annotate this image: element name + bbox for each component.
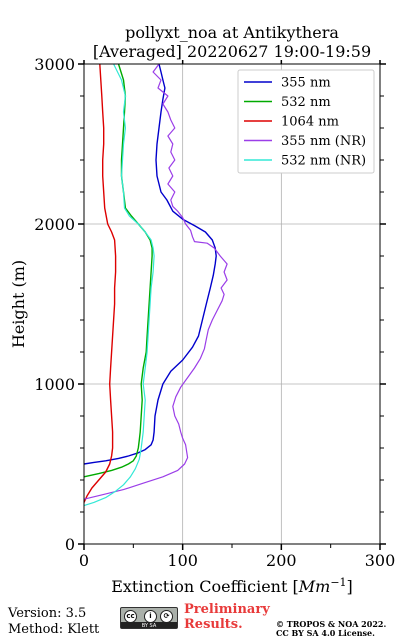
legend-label-4: 532 nm (NR) <box>281 154 366 169</box>
extinction-profile-figure: pollyxt_noa at Antikythera [Averaged] 20… <box>9 23 395 597</box>
cc-badge-label: BY SA <box>141 623 157 629</box>
sa-icon: ⟳ <box>160 610 173 623</box>
chart-title-line-1: pollyxt_noa at Antikythera <box>125 23 339 42</box>
legend-label-2: 1064 nm <box>281 115 339 130</box>
x-tick-label-100: 100 <box>167 551 198 570</box>
version-text: Version: 3.5 <box>8 606 87 621</box>
x-tick-label-300: 300 <box>365 551 396 570</box>
legend-box <box>237 69 375 174</box>
chart-title-line-2: [Averaged] 20220627 19:00-19:59 <box>93 42 371 61</box>
copyright-line-2: CC BY SA 4.0 License. <box>276 628 375 638</box>
series-line-0 <box>83 63 217 465</box>
data-series <box>83 63 228 507</box>
x-axis-label-text: Extinction Coefficient [ <box>111 577 299 596</box>
x-axis-label-exponent: −1 <box>330 576 346 589</box>
legend-label-0: 355 nm <box>281 76 331 91</box>
y-tick-label-0: 0 <box>65 535 75 554</box>
by-icon: i <box>144 610 157 623</box>
copyright-notice: © TROPOS & NOA 2022. CC BY SA 4.0 Licens… <box>276 620 386 638</box>
x-tick-label-200: 200 <box>266 551 297 570</box>
cc-license-badge: cc i ⟳ BY SA <box>120 607 178 629</box>
x-tick-label-0: 0 <box>79 551 89 570</box>
y-tick-label-3000: 3000 <box>34 55 75 74</box>
series-line-2 <box>83 63 117 503</box>
y-tick-label-1000: 1000 <box>34 375 75 394</box>
version-info: Version: 3.5 Method: Klett <box>8 606 99 638</box>
y-tick-label-2000: 2000 <box>34 215 75 234</box>
copyright-line-1: © TROPOS & NOA 2022. <box>276 619 387 629</box>
series-line-1 <box>83 63 153 478</box>
x-axis-label: Extinction Coefficient [Mm−1] <box>111 576 353 597</box>
preliminary-line-2: Results. <box>184 617 243 632</box>
preliminary-line-1: Preliminary <box>184 602 270 617</box>
x-axis-label-unit: Mm <box>298 577 331 596</box>
series-line-3 <box>83 63 228 500</box>
preliminary-results-note: Preliminary Results. <box>184 602 270 632</box>
x-axis-label-close: ] <box>347 577 353 596</box>
method-text: Method: Klett <box>8 622 100 637</box>
cc-icon: cc <box>124 610 137 623</box>
legend-label-1: 532 nm <box>281 95 331 110</box>
legend-label-3: 355 nm (NR) <box>281 134 366 149</box>
legend: 355 nm 532 nm 1064 nm 355 nm (NR) 532 nm (NR… <box>237 69 375 174</box>
cc-badge-bar <box>121 622 177 628</box>
series-line-4 <box>83 63 155 507</box>
y-axis-label: Height (m) <box>9 260 28 348</box>
